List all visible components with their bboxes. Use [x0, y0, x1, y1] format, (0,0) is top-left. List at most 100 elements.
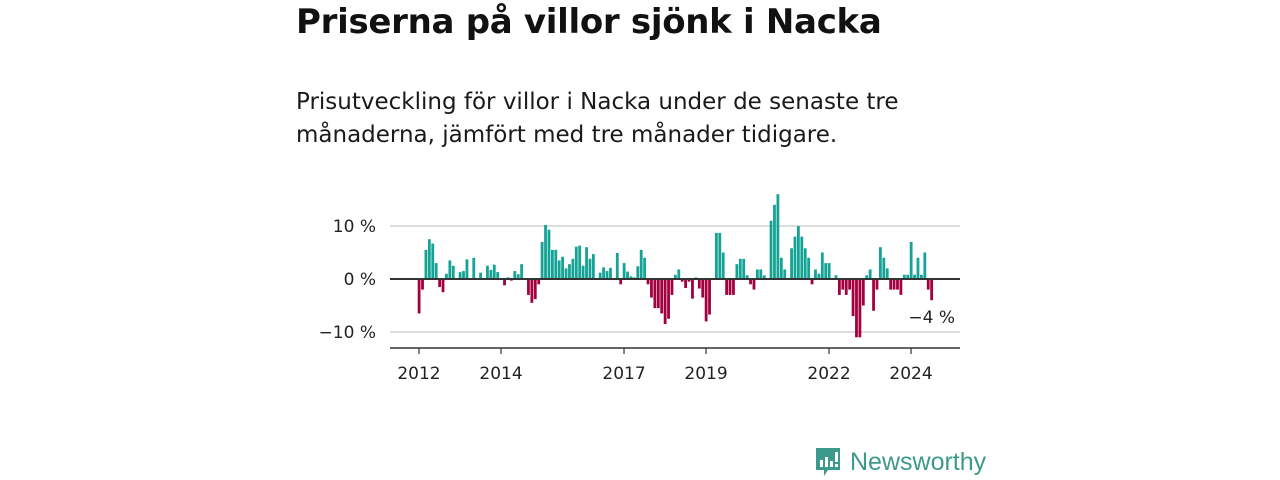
bar	[892, 279, 896, 290]
x-tick-label: 2024	[889, 364, 932, 384]
bar	[574, 246, 578, 279]
bar	[540, 241, 544, 279]
bar	[503, 279, 506, 286]
bar	[554, 249, 558, 279]
bar	[882, 257, 886, 279]
bar	[609, 267, 612, 279]
bar	[513, 271, 517, 279]
bar	[742, 258, 746, 279]
bar	[445, 273, 448, 279]
bar	[855, 279, 858, 338]
bar	[598, 272, 602, 279]
bar	[691, 279, 694, 299]
bar	[626, 271, 629, 279]
bar	[533, 279, 537, 300]
bar	[916, 257, 920, 279]
chart-title: Priserna på villor sjönk i Nacka	[296, 2, 882, 42]
bar	[732, 279, 735, 295]
bar	[588, 258, 592, 279]
bar	[629, 276, 633, 279]
bar	[773, 204, 776, 279]
y-tick-label: 0 %	[344, 270, 376, 290]
bar	[738, 258, 742, 279]
bar	[704, 279, 708, 322]
bar	[639, 249, 643, 279]
bar	[817, 273, 821, 279]
bar	[585, 247, 588, 279]
bar	[544, 224, 547, 279]
bar	[858, 279, 862, 338]
bar	[438, 279, 442, 287]
bar	[660, 279, 664, 314]
bar	[479, 272, 483, 279]
bar	[923, 252, 927, 279]
bar	[718, 232, 722, 279]
bar	[619, 279, 623, 285]
bar	[885, 268, 889, 279]
bar	[489, 269, 493, 279]
bar	[520, 264, 524, 279]
bar	[868, 269, 872, 279]
bar	[896, 279, 899, 290]
bar	[803, 248, 807, 279]
x-tick-label: 2017	[602, 364, 645, 384]
bar	[670, 279, 674, 295]
bar	[783, 269, 787, 279]
bar	[875, 279, 879, 290]
latest-value-annotation: −4 %	[908, 308, 955, 328]
bar	[755, 269, 759, 279]
bar	[899, 279, 903, 295]
bar	[909, 241, 913, 279]
bar	[714, 232, 718, 279]
bar	[697, 279, 701, 289]
bar	[578, 245, 582, 279]
bar	[807, 257, 811, 279]
bar	[615, 253, 619, 279]
bar	[496, 272, 500, 279]
bar	[486, 265, 489, 279]
bar	[861, 279, 865, 306]
bar	[530, 279, 534, 303]
x-tick-label: 2012	[397, 364, 440, 384]
bar	[602, 267, 606, 279]
bar	[458, 272, 462, 279]
bar	[810, 279, 814, 285]
bar	[434, 263, 438, 279]
bar	[656, 279, 660, 309]
bar	[735, 264, 739, 279]
y-tick-label: 10 %	[333, 217, 376, 237]
bar	[728, 279, 732, 295]
bar	[643, 257, 647, 279]
bar	[564, 268, 568, 279]
bar	[926, 279, 930, 290]
bar	[557, 260, 561, 279]
logo-text: Newsworthy	[850, 447, 987, 476]
bar	[820, 252, 824, 279]
bar	[814, 269, 817, 279]
bar	[902, 274, 906, 279]
bar	[462, 271, 465, 279]
bar	[800, 236, 804, 279]
bar	[636, 266, 640, 279]
bar	[650, 279, 653, 298]
bar	[451, 265, 455, 279]
bar	[919, 274, 923, 279]
bar	[537, 279, 541, 285]
y-tick-label: −10 %	[319, 323, 376, 343]
bar	[827, 263, 831, 279]
bar	[745, 275, 749, 279]
bar	[701, 279, 705, 298]
bar	[571, 258, 575, 279]
bar	[516, 274, 520, 279]
bar	[492, 264, 496, 279]
bar	[581, 265, 585, 279]
bar	[878, 247, 882, 279]
bar	[561, 256, 565, 279]
bar	[913, 274, 916, 279]
bar	[646, 279, 650, 285]
bar	[769, 220, 773, 279]
bar	[653, 279, 657, 309]
bar	[421, 279, 424, 290]
bar	[906, 274, 910, 279]
